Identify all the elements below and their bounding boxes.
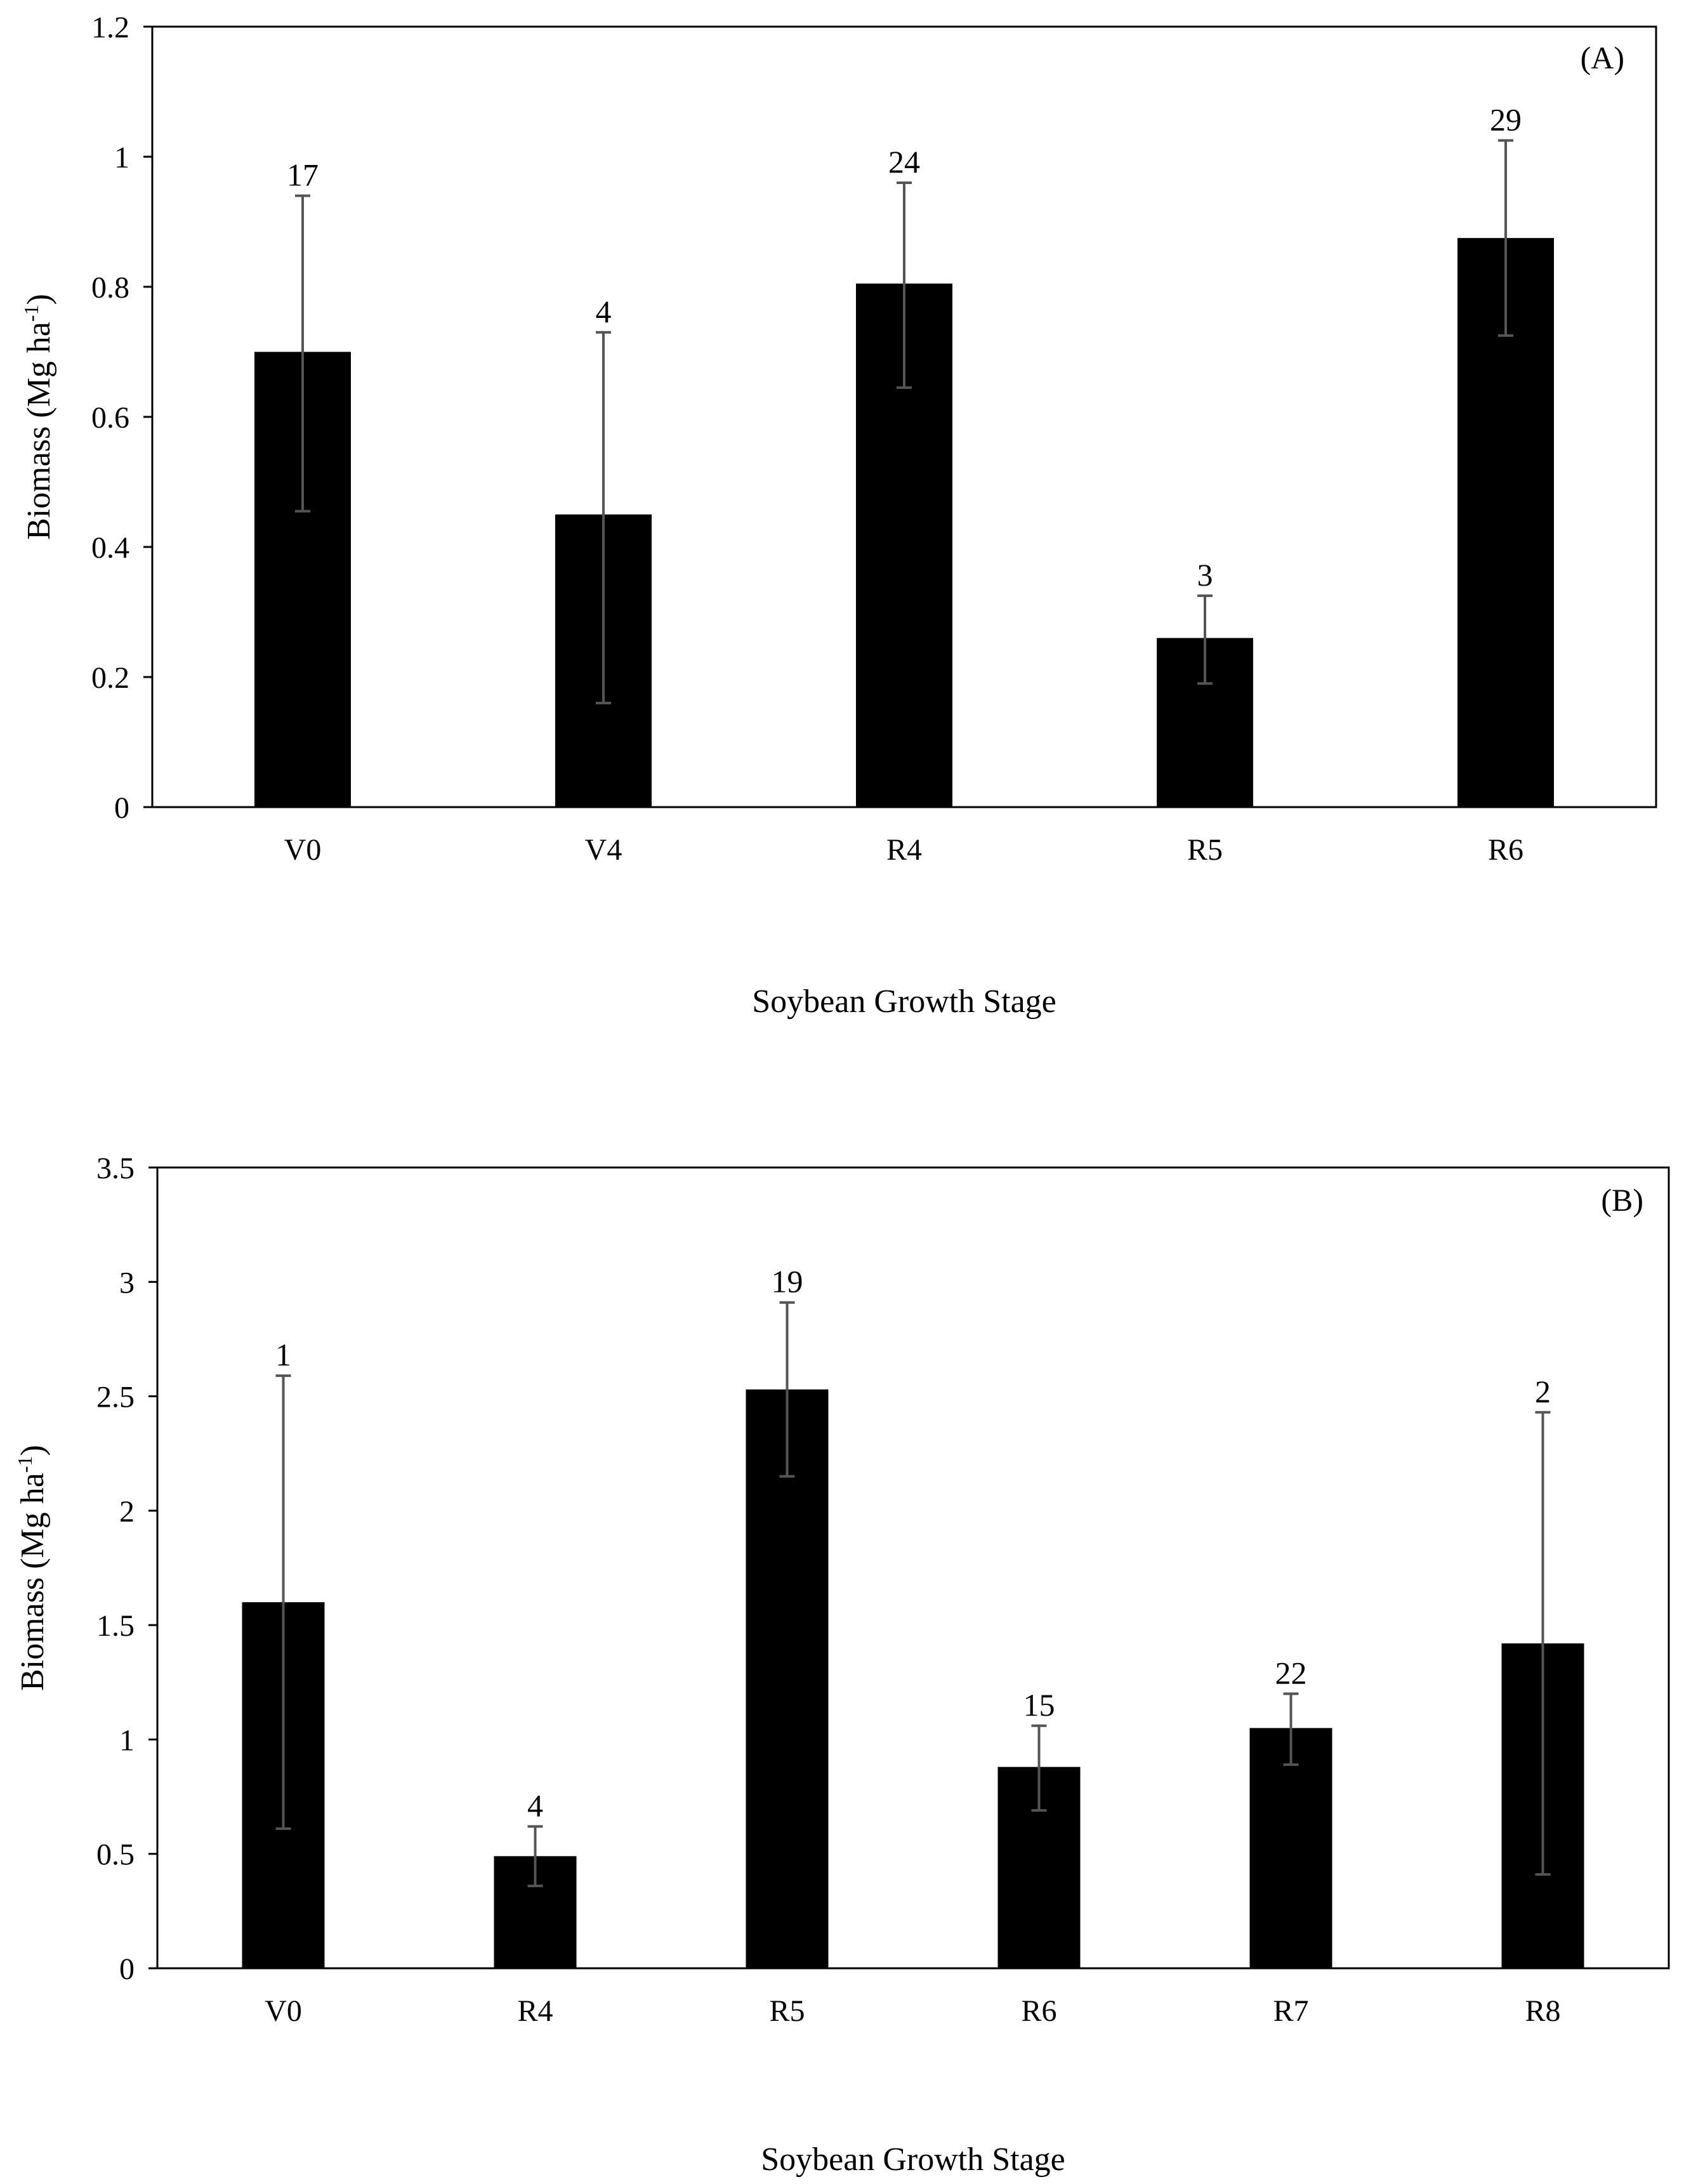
chart-panel-b: 0 0.5 1 1.5 2 2.5 3 3.5 1 V0 4 R4 19 R5 15 R6 22 R7 2 R8 (B)… <box>13 1152 1670 2178</box>
y-tick-label: 1 <box>119 1723 135 1757</box>
y-tick-label: 3.5 <box>96 1152 135 1185</box>
y-tick-label: 0 <box>114 791 129 825</box>
y-tick-label: 2.5 <box>96 1381 135 1414</box>
y-tick-label: 1 <box>114 141 129 174</box>
x-tick-label: R8 <box>1525 1994 1560 2028</box>
y-axis-title: Biomass (Mg ha-1) <box>20 294 57 540</box>
y-tick-label: 3 <box>119 1266 135 1299</box>
sample-size-label: 2 <box>1535 1374 1551 1409</box>
chart-panel-a: 0 0.2 0.4 0.6 0.8 1 1.2 17 V0 4 V4 24 R4 3 R5 29 R6 (A) So… <box>20 11 1657 1020</box>
sample-size-label: 4 <box>527 1787 543 1823</box>
panel-label: (B) <box>1601 1182 1643 1218</box>
x-tick-label: R5 <box>1187 833 1223 867</box>
y-tick-label: 0.6 <box>91 401 129 435</box>
y-tick-label: 1.5 <box>96 1609 135 1643</box>
sample-size-label: 1 <box>275 1337 291 1372</box>
sample-size-label: 29 <box>1490 102 1522 137</box>
y-tick-label: 0.4 <box>91 531 129 565</box>
y-axis-title: Biomass (Mg ha-1) <box>13 1445 51 1691</box>
x-axis-title: Soybean Growth Stage <box>761 2141 1065 2178</box>
x-tick-label: V0 <box>284 833 322 867</box>
x-tick-label: V4 <box>585 833 622 867</box>
x-tick-label: R4 <box>517 1994 553 2028</box>
bar <box>746 1389 829 1968</box>
y-tick-label: 0.5 <box>96 1838 135 1872</box>
x-tick-label: R5 <box>769 1994 805 2028</box>
bar <box>1249 1728 1332 1968</box>
x-tick-label: R4 <box>886 833 922 867</box>
y-tick-label: 0.8 <box>91 271 129 305</box>
y-tick-label: 1.2 <box>91 11 129 44</box>
sample-size-label: 4 <box>596 294 612 329</box>
panel-label: (A) <box>1581 40 1624 76</box>
sample-size-label: 3 <box>1197 557 1213 593</box>
sample-size-label: 22 <box>1275 1655 1307 1690</box>
sample-size-label: 24 <box>888 144 920 180</box>
y-tick-label: 0 <box>119 1952 135 1986</box>
x-tick-label: V0 <box>265 1994 302 2028</box>
x-tick-label: R6 <box>1488 833 1523 867</box>
x-axis-title: Soybean Growth Stage <box>752 983 1056 1020</box>
y-tick-label: 2 <box>119 1495 135 1529</box>
y-tick-label: 0.2 <box>91 661 129 695</box>
sample-size-label: 17 <box>287 157 319 193</box>
sample-size-label: 19 <box>772 1264 803 1299</box>
x-tick-label: R7 <box>1273 1994 1308 2028</box>
x-tick-label: R6 <box>1021 1994 1056 2028</box>
sample-size-label: 15 <box>1023 1687 1055 1723</box>
plot-frame <box>156 1166 1670 1970</box>
